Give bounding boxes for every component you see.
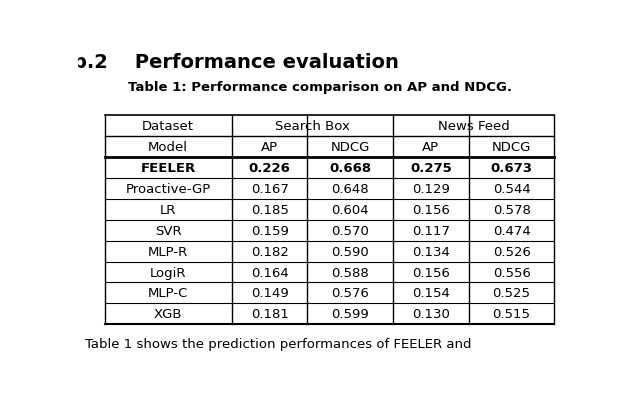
Text: AP: AP (422, 141, 439, 153)
Text: 0.149: 0.149 (251, 287, 288, 300)
Text: MLP-C: MLP-C (148, 287, 188, 300)
Text: 0.130: 0.130 (412, 308, 450, 321)
Text: 0.154: 0.154 (412, 287, 450, 300)
Text: XGB: XGB (154, 308, 182, 321)
Text: 0.515: 0.515 (492, 308, 530, 321)
Text: 0.526: 0.526 (492, 245, 530, 258)
Text: Model: Model (148, 141, 188, 153)
Text: Search Box: Search Box (275, 119, 350, 132)
Text: AP: AP (261, 141, 278, 153)
Text: 0.590: 0.590 (331, 245, 369, 258)
Text: 0.156: 0.156 (412, 203, 450, 216)
Text: 0.181: 0.181 (251, 308, 288, 321)
Text: Table 1: Performance comparison on AP and NDCG.: Table 1: Performance comparison on AP an… (128, 81, 512, 94)
Text: 0.134: 0.134 (412, 245, 450, 258)
Text: 0.578: 0.578 (492, 203, 530, 216)
Text: 0.182: 0.182 (251, 245, 288, 258)
Text: 0.185: 0.185 (251, 203, 288, 216)
Text: 0.275: 0.275 (410, 162, 452, 175)
Text: 0.576: 0.576 (331, 287, 369, 300)
Text: Table 1 shows the prediction performances of FEELER and: Table 1 shows the prediction performance… (85, 337, 472, 350)
Text: SVR: SVR (155, 224, 182, 237)
Text: 0.673: 0.673 (490, 162, 532, 175)
Text: NDCG: NDCG (331, 141, 370, 153)
Text: 0.604: 0.604 (331, 203, 369, 216)
Text: NDCG: NDCG (492, 141, 531, 153)
Text: Dataset: Dataset (142, 119, 194, 132)
Text: 0.599: 0.599 (331, 308, 369, 321)
Text: 0.588: 0.588 (331, 266, 369, 279)
Text: News Feed: News Feed (438, 119, 510, 132)
Text: 0.570: 0.570 (331, 224, 369, 237)
Text: 0.544: 0.544 (493, 182, 530, 195)
Text: 0.226: 0.226 (248, 162, 291, 175)
Text: 0.648: 0.648 (331, 182, 369, 195)
Text: 0.129: 0.129 (412, 182, 450, 195)
Text: Proactive-GP: Proactive-GP (125, 182, 211, 195)
Text: 0.159: 0.159 (251, 224, 288, 237)
Text: 0.556: 0.556 (492, 266, 530, 279)
Text: LR: LR (160, 203, 177, 216)
Text: 0.156: 0.156 (412, 266, 450, 279)
Text: MLP-R: MLP-R (148, 245, 188, 258)
Text: LogiR: LogiR (150, 266, 187, 279)
Text: b.2    Performance evaluation: b.2 Performance evaluation (73, 53, 399, 72)
Text: 0.525: 0.525 (492, 287, 530, 300)
Text: 0.474: 0.474 (493, 224, 530, 237)
Text: 0.668: 0.668 (329, 162, 371, 175)
Text: 0.164: 0.164 (251, 266, 288, 279)
Text: 0.167: 0.167 (251, 182, 288, 195)
Text: FEELER: FEELER (140, 162, 196, 175)
Text: 0.117: 0.117 (412, 224, 450, 237)
